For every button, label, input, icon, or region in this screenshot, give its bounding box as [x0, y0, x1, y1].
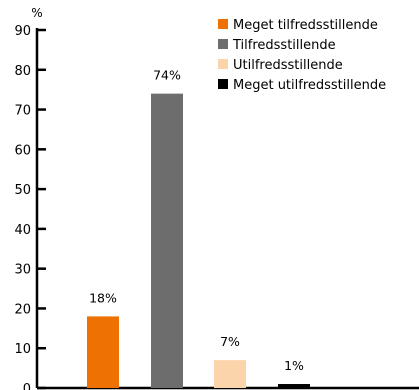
legend-swatch: [218, 79, 228, 89]
data-label: 74%: [153, 68, 181, 83]
legend-swatch: [218, 19, 228, 29]
data-labels: 18% 74% 7% 1%: [89, 68, 304, 373]
bars: [87, 93, 310, 389]
y-axis-unit-label: %: [31, 6, 42, 20]
y-tick-label: 10: [14, 342, 31, 357]
legend: Meget tilfredsstillende Tilfredsstillende…: [218, 18, 386, 93]
y-tick-label: 80: [14, 64, 31, 79]
data-label: 7%: [220, 334, 240, 349]
data-label: 1%: [284, 358, 304, 373]
data-label: 18%: [89, 290, 117, 305]
y-tick-label: 40: [14, 223, 31, 238]
y-tick-label: 20: [14, 302, 31, 317]
bar: [151, 93, 183, 389]
legend-entry: Meget tilfredsstillende: [233, 18, 378, 33]
bar: [87, 316, 119, 388]
bar: [214, 360, 246, 388]
y-tick-label: 30: [14, 263, 31, 278]
legend-swatch: [218, 59, 228, 69]
legend-entry: Utilfredsstillende: [233, 58, 343, 73]
y-tick-label: 60: [14, 143, 31, 158]
legend-entry: Meget utilfredsstillende: [233, 78, 386, 93]
y-tick-label: 90: [14, 24, 31, 39]
legend-swatch: [218, 39, 228, 49]
y-tick-label: 0: [23, 382, 31, 390]
y-tick-label: 70: [14, 104, 31, 119]
y-tick-label: 50: [14, 183, 31, 198]
legend-entry: Tilfredsstillende: [232, 38, 336, 53]
bar: [278, 384, 310, 388]
